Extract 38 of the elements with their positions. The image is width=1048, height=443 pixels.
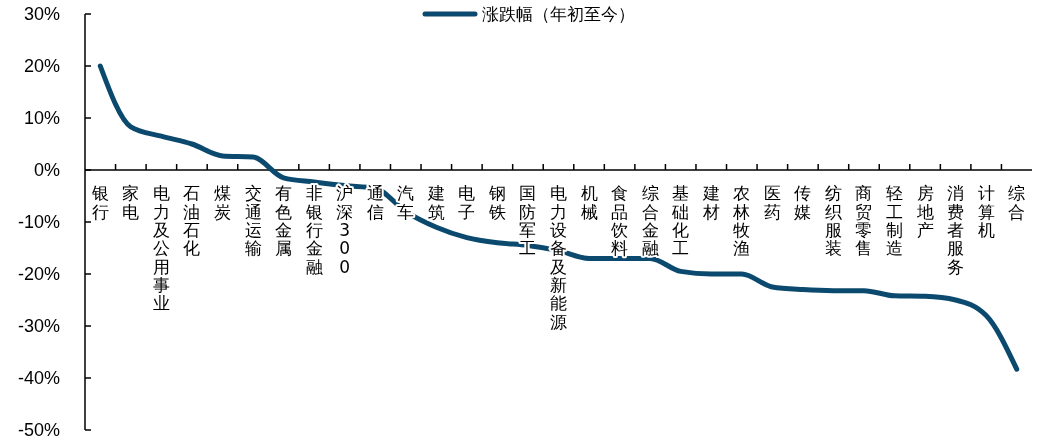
x-tick-label: 电力设备及新能源: [550, 183, 567, 332]
x-tick-label: 综合: [1008, 183, 1026, 222]
x-tick-label: 轻工制造: [886, 183, 904, 259]
x-tick-label: 计算机: [977, 183, 995, 241]
legend-label: 涨跌幅（年初至今）: [482, 3, 635, 24]
x-tick-label: 综合金融: [641, 183, 659, 259]
y-tick-label: -20%: [17, 264, 60, 285]
x-tick-label: 电力及公用事业: [152, 183, 170, 314]
x-tick-label: 房地产: [915, 183, 934, 241]
x-tick-label: 食品饮料: [610, 183, 629, 259]
x-tick-label: 石油石化: [183, 183, 201, 259]
y-tick-label: 20%: [23, 56, 60, 77]
x-tick-label: 消费者服务: [947, 183, 965, 277]
x-tick-label: 建筑: [426, 183, 445, 222]
x-tick-label: 基础化工: [671, 183, 690, 259]
x-tick-label: 非银行金融: [304, 183, 323, 277]
y-tick-label: -30%: [17, 316, 60, 337]
x-tick-label: 农林牧渔: [732, 183, 751, 259]
x-tick-label: 机械: [580, 183, 598, 222]
x-tick-label: 家电: [122, 183, 140, 222]
x-tick-label: 医药: [763, 183, 781, 222]
x-tick-label: 建材: [701, 183, 720, 222]
x-tick-label: 交通运输: [244, 183, 262, 259]
x-tick-label: 电子: [458, 183, 476, 222]
y-tick-label: 0%: [33, 160, 60, 181]
x-tick-label: 钢铁: [487, 183, 506, 222]
x-tick-label: 商贸零售: [855, 183, 873, 259]
x-tick-label: 煤炭: [213, 183, 231, 222]
x-tick-label: 银行: [90, 183, 109, 222]
y-tick-label: -10%: [17, 212, 60, 233]
y-tick-label: -50%: [17, 420, 60, 441]
x-tick-label: 沪深300: [336, 183, 354, 277]
x-tick-label: 有色金属: [275, 183, 293, 259]
y-tick-label: -40%: [17, 368, 60, 389]
y-tick-label: 10%: [23, 108, 60, 129]
x-tick-label: 传媒: [794, 183, 812, 222]
x-tick-label: 纺织服装: [824, 183, 842, 259]
y-tick-label: 30%: [23, 4, 60, 25]
